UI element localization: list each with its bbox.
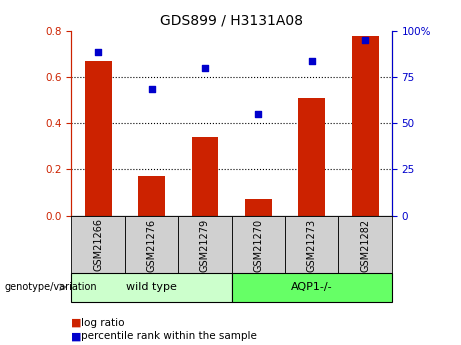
Point bbox=[148, 86, 155, 91]
Text: percentile rank within the sample: percentile rank within the sample bbox=[81, 332, 257, 341]
Text: log ratio: log ratio bbox=[81, 318, 124, 327]
Bar bbox=[231, 216, 285, 273]
Title: GDS899 / H3131A08: GDS899 / H3131A08 bbox=[160, 13, 303, 27]
Text: AQP1-/-: AQP1-/- bbox=[291, 282, 332, 292]
Bar bbox=[338, 216, 392, 273]
Bar bbox=[71, 216, 125, 273]
Bar bbox=[125, 216, 178, 273]
Bar bbox=[245, 199, 272, 216]
Point bbox=[361, 38, 369, 43]
Bar bbox=[71, 273, 231, 302]
Bar bbox=[192, 137, 219, 216]
Bar bbox=[352, 36, 378, 216]
Bar bbox=[178, 216, 231, 273]
Bar bbox=[138, 176, 165, 216]
Text: ■: ■ bbox=[71, 332, 82, 341]
Text: GSM21266: GSM21266 bbox=[93, 218, 103, 272]
Bar bbox=[85, 61, 112, 216]
Bar bbox=[285, 216, 338, 273]
Point bbox=[201, 65, 209, 71]
Text: GSM21273: GSM21273 bbox=[307, 218, 317, 272]
Text: ■: ■ bbox=[71, 318, 82, 327]
Text: GSM21276: GSM21276 bbox=[147, 218, 157, 272]
Text: GSM21270: GSM21270 bbox=[254, 218, 263, 272]
Text: GSM21279: GSM21279 bbox=[200, 218, 210, 272]
Point bbox=[95, 49, 102, 55]
Text: wild type: wild type bbox=[126, 282, 177, 292]
Text: GSM21282: GSM21282 bbox=[360, 218, 370, 272]
Bar bbox=[298, 98, 325, 216]
Point bbox=[254, 111, 262, 117]
Point bbox=[308, 58, 315, 64]
Text: genotype/variation: genotype/variation bbox=[5, 282, 97, 292]
Bar bbox=[231, 273, 392, 302]
